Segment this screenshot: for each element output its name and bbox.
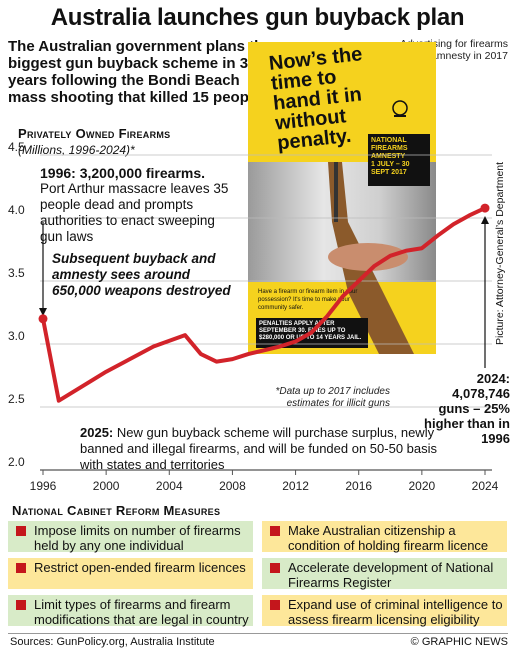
end-point [480, 203, 490, 213]
rifle-icon [328, 162, 414, 354]
annotation-2024: 2024: 4,078,746 guns – 25% higher than i… [422, 371, 510, 446]
x-tick-label: 2000 [93, 479, 120, 493]
annotation-2024-text: 4,078,746 guns – 25% higher than in 1996 [424, 386, 510, 446]
reform-item-text: Accelerate development of National Firea… [288, 560, 494, 590]
sources: Sources: GunPolicy.org, Australia Instit… [10, 636, 215, 648]
poster-amnesty-dates: 1 JULY – 30 SEPT 2017 [371, 161, 410, 176]
annotation-2025: 2025: New gun buyback scheme will purcha… [80, 425, 440, 473]
reform-item: Restrict open-ended firearm licences [8, 558, 253, 589]
reform-item: Expand use of criminal intelligence to a… [262, 595, 507, 627]
x-tick-label: 2004 [156, 479, 183, 493]
line-chart: 2.0 2.5 3.0 3.5 4.0 4.5 1996 2000 2004 2008 2012 2… [8, 140, 499, 493]
y-tick-label: 4.5 [8, 140, 25, 154]
annotation-1996-title: 1996: 3,200,000 firearms. [40, 165, 206, 181]
annotation-2024-label: 2024: [476, 371, 510, 386]
x-tick-label: 2012 [282, 479, 309, 493]
y-tick-label: 2.5 [8, 392, 25, 406]
reform-item-text: Limit types of firearms and firearm modi… [34, 597, 249, 627]
y-tick-label: 3.5 [8, 266, 25, 280]
footer-divider [8, 633, 508, 634]
x-tick-label: 2024 [472, 479, 499, 493]
reform-item-text: Restrict open-ended firearm licences [34, 560, 246, 575]
start-point [38, 314, 48, 324]
annotation-buyback: Subsequent buyback and amnesty sees arou… [52, 251, 231, 298]
reform-item-text: Expand use of criminal intelligence to a… [288, 597, 503, 627]
bullet-square-icon [16, 600, 26, 610]
reform-section-title: National Cabinet Reform Measures [12, 503, 221, 518]
bullet-square-icon [270, 600, 280, 610]
y-tick-label: 3.0 [8, 329, 25, 343]
amnesty-poster: Now’s the time to hand it in without pen… [248, 42, 436, 354]
data-note: *Data up to 2017 includes estimates for … [275, 386, 390, 409]
poster-amnesty-badge: NATIONAL FIREARMS AMNESTY 1 JULY – 30 SE… [368, 134, 430, 186]
chart-subtitle: (Millions, 1996-2024)* [18, 143, 135, 157]
reform-item: Make Australian citizenship a condition … [262, 521, 507, 553]
page-title: Australia launches gun buyback plan [50, 4, 465, 31]
chart-title: Privately Owned Firearms [18, 126, 171, 141]
copyright: © GRAPHIC NEWS [410, 636, 508, 648]
poster-fine-print: Have a firearm or firearm item in your p… [258, 289, 358, 311]
poster-amnesty-label: NATIONAL FIREARMS AMNESTY [371, 137, 408, 160]
intro-text: The Australian government plans the bigg… [8, 38, 272, 106]
x-axis-ticks: 1996 2000 2004 2008 2012 2016 2020 2024 [30, 470, 499, 493]
arrow-2024-head [481, 216, 489, 224]
chart-grid [40, 154, 492, 471]
y-axis-ticks: 2.0 2.5 3.0 3.5 4.0 4.5 [8, 140, 25, 469]
annotation-1996: 1996: 3,200,000 firearms. Port Arthur ma… [40, 165, 230, 245]
x-tick-label: 2008 [219, 479, 246, 493]
x-tick-label: 2020 [409, 479, 436, 493]
reform-item-text: Impose limits on number of firearms held… [34, 523, 241, 553]
series-line [41, 206, 487, 403]
annotation-2025-text: New gun buyback scheme will purchase sur… [80, 425, 438, 472]
x-tick-label: 1996 [30, 479, 57, 493]
bullet-square-icon [16, 563, 26, 573]
bullet-square-icon [16, 526, 26, 536]
reform-item-text: Make Australian citizenship a condition … [288, 523, 489, 553]
annotation-2025-label: 2025: [80, 425, 114, 440]
annotation-1996-text: Port Arthur massacre leaves 35 people de… [40, 181, 229, 244]
y-tick-label: 4.0 [8, 203, 25, 217]
reform-item: Limit types of firearms and firearm modi… [8, 595, 253, 627]
coat-of-arms-icon [392, 100, 408, 117]
x-tick-label: 2016 [345, 479, 372, 493]
reform-item: Impose limits on number of firearms held… [8, 521, 253, 553]
bullet-square-icon [270, 563, 280, 573]
reform-item: Accelerate development of National Firea… [262, 558, 507, 590]
y-tick-label: 2.0 [8, 455, 25, 469]
arrow-1996-head [39, 308, 47, 316]
poster-penalty-text: PENALTIES APPLY AFTER SEPTEMBER 30. FINE… [259, 321, 362, 341]
bullet-square-icon [270, 526, 280, 536]
